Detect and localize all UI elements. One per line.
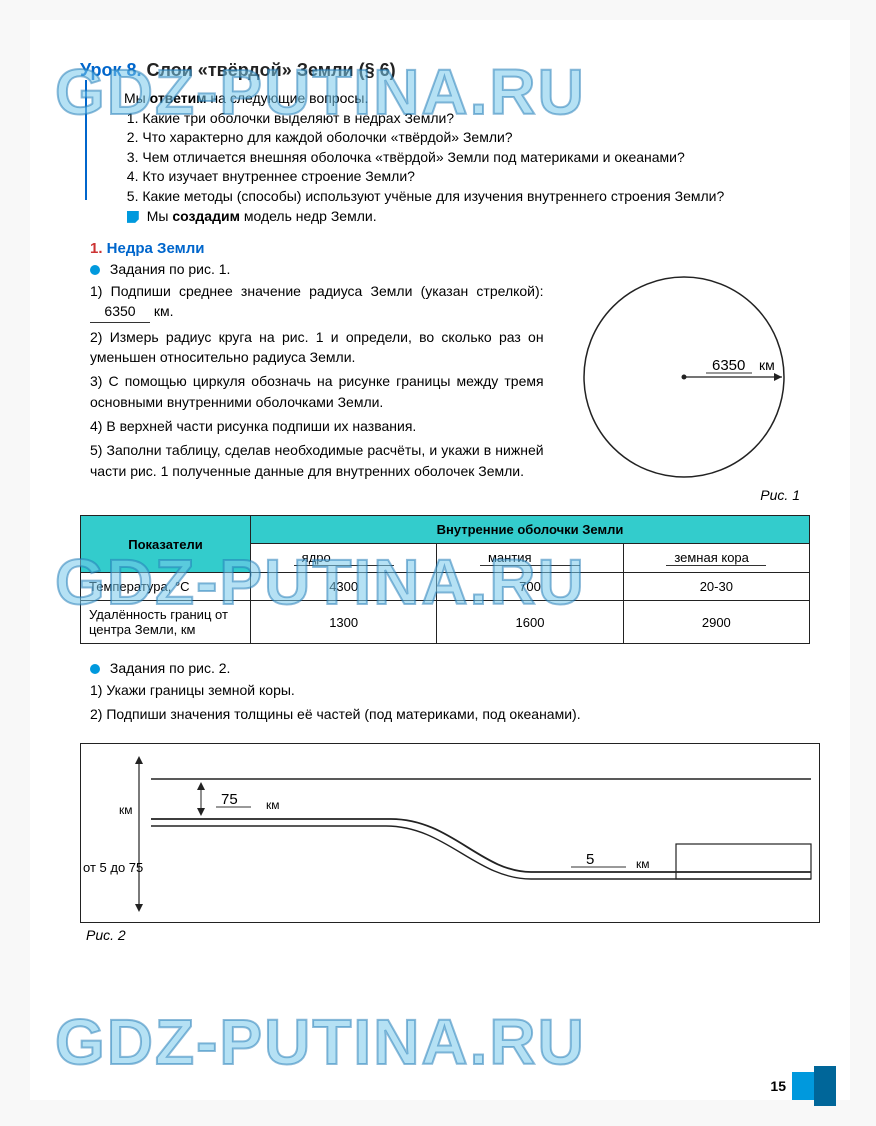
task-1a: 1) Подпиши среднее значение радиуса Земл… — [90, 283, 544, 299]
ocean-unit: км — [636, 857, 650, 871]
continent-val: 75 — [221, 791, 238, 808]
fig2-task-1: 1) Укажи границы земной коры. — [90, 680, 810, 700]
section-1-heading: 1. Недра Земли — [90, 240, 810, 257]
question-1: 1. Какие три оболочки выделяют в недрах … — [110, 109, 810, 129]
marker-icon — [127, 211, 139, 223]
ocean-val: 5 — [586, 851, 594, 868]
task-2: 2) Измерь радиус круга на рис. 1 и опред… — [90, 327, 544, 368]
tasks-fig2-label: Задания по рис. 2. — [110, 660, 231, 676]
r2c1: 1300 — [251, 601, 437, 644]
page-number-box: 15 — [770, 1066, 836, 1106]
left-range: от 5 до 75 — [83, 860, 143, 875]
figure-2: км 75 км 5 км от 5 до 75 — [80, 743, 820, 923]
r1c2: 700 — [437, 573, 623, 601]
task-3: 3) С помощью циркуля обозначь на рисунке… — [90, 371, 544, 412]
figure-2-label: Рис. 2 — [86, 927, 810, 943]
fig1-row: 1) Подпиши среднее значение радиуса Земл… — [80, 277, 810, 497]
create-b: создадим — [172, 208, 240, 224]
col-3-val: земная кора — [666, 550, 766, 566]
radius-value: 6350 — [712, 357, 745, 374]
page: Урок 8. Слои «твёрдой» Земли (§ 6) Мы от… — [30, 20, 850, 1100]
y-unit: км — [119, 803, 133, 817]
bullet-icon — [90, 664, 100, 674]
r1-label: Температура, °C — [81, 573, 251, 601]
page-decor-2 — [814, 1066, 836, 1106]
figure-1-label: Рис. 1 — [760, 487, 800, 503]
task-5: 5) Заполни таблицу, сделав необходимые р… — [90, 440, 544, 481]
figure-1: 6350 км Рис. 1 — [554, 267, 810, 497]
r2c2: 1600 — [437, 601, 623, 644]
left-margin-rule — [85, 80, 87, 200]
page-decor-1 — [792, 1072, 814, 1100]
col-1-val: ядро — [294, 550, 394, 566]
col-1: ядро — [251, 544, 437, 573]
col-2-val: мантия — [480, 550, 580, 566]
fig2-task-2: 2) Подпиши значения толщины её частей (п… — [90, 704, 810, 724]
table-row-header: Показатели — [81, 516, 251, 573]
tasks-fig1-label: Задания по рис. 1. — [110, 261, 231, 277]
create-a: Мы — [147, 208, 173, 224]
task-1b: км. — [150, 303, 174, 319]
r1c1: 4300 — [251, 573, 437, 601]
intro-block: Мы ответим на следующие вопросы. 1. Каки… — [110, 89, 810, 226]
intro-a: Мы — [124, 90, 150, 106]
task-4: 4) В верхней части рисунка подпиши их на… — [90, 416, 544, 436]
r1c3: 20-30 — [623, 573, 809, 601]
question-4: 4. Кто изучает внутреннее строение Земли… — [110, 167, 810, 187]
circle-diagram: 6350 км — [554, 267, 814, 497]
question-3: 3. Чем отличается внешняя оболочка «твёр… — [110, 148, 810, 168]
task-1: 1) Подпиши среднее значение радиуса Земл… — [90, 281, 544, 323]
shells-table: Показатели Внутренние оболочки Земли ядр… — [80, 515, 810, 644]
col-3: земная кора — [623, 544, 809, 573]
create-c: модель недр Земли. — [240, 208, 377, 224]
section-1-num: 1. — [90, 240, 103, 257]
tasks-fig2-line: Задания по рис. 2. — [90, 660, 810, 676]
title-prefix: Урок 8. — [80, 60, 142, 80]
task-1-value: 6350 — [90, 301, 150, 322]
r2c3: 2900 — [623, 601, 809, 644]
intro-b: ответим — [150, 90, 207, 106]
tasks-column: 1) Подпиши среднее значение радиуса Земл… — [80, 277, 544, 481]
section-1-title: Недра Земли — [103, 240, 205, 257]
r2-label: Удалённость границ от центра Земли, км — [81, 601, 251, 644]
table-top-header: Внутренние оболочки Земли — [251, 516, 810, 544]
question-5: 5. Какие методы (способы) используют учё… — [110, 187, 810, 207]
col-2: мантия — [437, 544, 623, 573]
radius-unit: км — [759, 357, 775, 373]
question-2: 2. Что характерно для каждой оболочки «т… — [110, 128, 810, 148]
continent-unit: км — [266, 798, 280, 812]
page-number: 15 — [770, 1078, 786, 1094]
intro-c: на следующие вопросы. — [207, 90, 369, 106]
lesson-title: Урок 8. Слои «твёрдой» Земли (§ 6) — [80, 60, 810, 81]
title-text: Слои «твёрдой» Земли (§ 6) — [147, 60, 396, 80]
crust-diagram: км 75 км 5 км от 5 до 75 — [81, 744, 821, 924]
bullet-icon — [90, 265, 100, 275]
